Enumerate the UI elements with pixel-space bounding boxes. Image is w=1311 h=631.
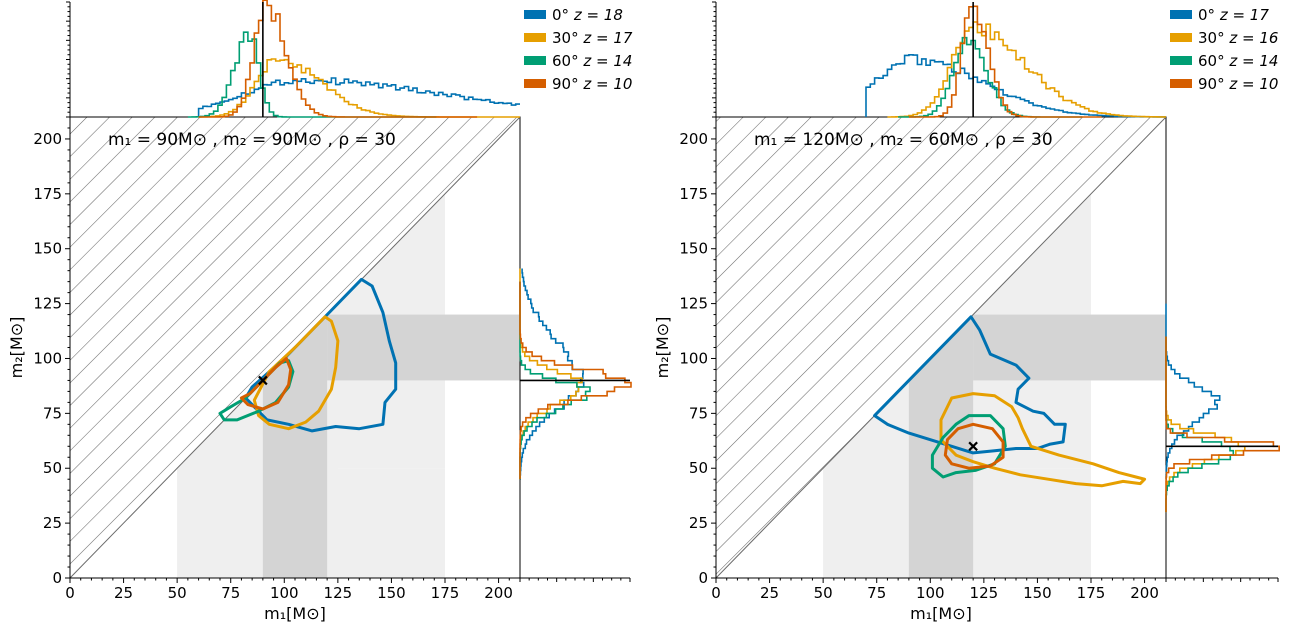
- y-tick-label: 75: [43, 404, 62, 422]
- legend-label-1: 30° z = 17: [552, 29, 633, 47]
- legend-swatch-3: [1170, 79, 1192, 88]
- x-axis-label: m₁[M⊙]: [264, 604, 326, 623]
- x-tick-label: 150: [377, 584, 406, 602]
- contour-0: [244, 277, 398, 433]
- x-tick-label: 25: [760, 584, 779, 602]
- m2-histogram-1: [519, 268, 583, 480]
- injection-marker: [258, 375, 268, 386]
- y-tick-label: 75: [689, 404, 708, 422]
- x-tick-label: 200: [484, 584, 513, 602]
- m1-histogram-3: [908, 5, 1102, 118]
- legend-label-3: 90° z = 10: [1198, 75, 1278, 93]
- parameter-annotation: m₁ = 120M⊙ , m₂ = 60M⊙ , ρ = 30: [754, 130, 1053, 150]
- y-tick-label: 0: [698, 569, 708, 587]
- y-tick-label: 25: [43, 514, 62, 532]
- y-tick-label: 125: [679, 295, 708, 313]
- y-tick-label: 175: [679, 185, 708, 203]
- legend: 0° z = 17 30° z = 16 60° z = 14 90° z = 10: [1170, 6, 1278, 93]
- m2-histogram-0: [1165, 303, 1221, 480]
- legend-swatch-0: [524, 10, 546, 19]
- parameter-annotation: m₁ = 90M⊙ , m₂ = 90M⊙ , ρ = 30: [108, 130, 396, 150]
- x-tick-label: 175: [1077, 584, 1106, 602]
- x-tick-label: 50: [168, 584, 187, 602]
- legend-swatch-1: [1170, 33, 1192, 42]
- m2-histogram-1: [1165, 336, 1246, 513]
- x-tick-label: 100: [270, 584, 299, 602]
- x-tick-label: 25: [114, 584, 133, 602]
- y-tick-label: 150: [679, 240, 708, 258]
- side-marginal-histogram: [519, 268, 632, 582]
- y-tick-label: 175: [33, 185, 62, 203]
- legend-label-0: 0° z = 18: [552, 6, 623, 24]
- x-tick-label: 125: [324, 584, 353, 602]
- legend-label-1: 30° z = 16: [1198, 29, 1278, 47]
- contour-1: [252, 315, 340, 431]
- y-axis-label: m₂[M⊙]: [7, 317, 26, 379]
- m2-histogram-3: [1165, 336, 1280, 513]
- x-tick-label: 100: [916, 584, 945, 602]
- contour-1: [939, 392, 1147, 488]
- legend-swatch-3: [524, 79, 546, 88]
- mass-gap-band: [327, 314, 520, 381]
- y-tick-label: 50: [689, 459, 708, 477]
- x-tick-label: 150: [1023, 584, 1052, 602]
- y-tick-label: 200: [679, 130, 708, 148]
- m1-histogram-0: [197, 77, 520, 117]
- x-tick-label: 125: [970, 584, 999, 602]
- legend-swatch-2: [524, 56, 546, 65]
- x-tick-label: 50: [814, 584, 833, 602]
- legend: 0° z = 18 30° z = 17 60° z = 14 90° z = 10: [524, 6, 633, 93]
- top-marginal-histogram: [66, 0, 520, 118]
- legend-label-2: 60° z = 14: [552, 52, 632, 70]
- right-corner-plot: 0 25 50 75 100 125 150 175 200 0 25 50 75 100 125 150 17…: [653, 1, 1280, 623]
- x-tick-label: 175: [431, 584, 460, 602]
- y-tick-label: 125: [33, 295, 62, 313]
- legend-label-2: 60° z = 14: [1198, 52, 1278, 70]
- x-tick-label: 0: [711, 584, 721, 602]
- m1-histogram-3: [198, 0, 478, 118]
- y-tick-label: 100: [33, 349, 62, 367]
- legend-swatch-1: [524, 33, 546, 42]
- top-marginal-histogram: [712, 1, 1166, 118]
- y-tick-label: 25: [689, 514, 708, 532]
- contour-3: [943, 422, 1005, 470]
- x-tick-label: 75: [221, 584, 240, 602]
- contour-3: [239, 357, 293, 411]
- y-tick-label: 200: [33, 130, 62, 148]
- legend-label-3: 90° z = 10: [552, 75, 632, 93]
- legend-swatch-2: [1170, 56, 1192, 65]
- side-marginal-histogram: [1165, 303, 1280, 582]
- contour-2: [930, 414, 1007, 479]
- m1-histogram-1: [197, 58, 520, 118]
- y-tick-label: 50: [43, 459, 62, 477]
- mass-gap-band: [973, 314, 1166, 381]
- x-tick-label: 75: [867, 584, 886, 602]
- legend-swatch-0: [1170, 10, 1192, 19]
- y-tick-label: 150: [33, 240, 62, 258]
- x-tick-label: 200: [1130, 584, 1159, 602]
- main-plot-area: [716, 117, 1166, 578]
- x-tick-label: 0: [65, 584, 75, 602]
- y-axis-label: m₂[M⊙]: [653, 317, 672, 379]
- m2-histogram-0: [519, 268, 585, 480]
- x-axis-label: m₁[M⊙]: [910, 604, 972, 623]
- m1-histogram-0: [865, 54, 1166, 118]
- m1-histogram-1: [887, 21, 1166, 118]
- y-tick-label: 100: [679, 349, 708, 367]
- legend-label-0: 0° z = 17: [1198, 6, 1269, 24]
- m2-histogram-3: [519, 281, 632, 480]
- y-tick-label: 0: [52, 569, 62, 587]
- injection-marker: [968, 441, 978, 452]
- left-corner-plot: 0 25 50 75 100 125 150 175 200 0 25 50 75 100 125 150 17…: [7, 0, 633, 623]
- main-plot-area: [70, 117, 520, 578]
